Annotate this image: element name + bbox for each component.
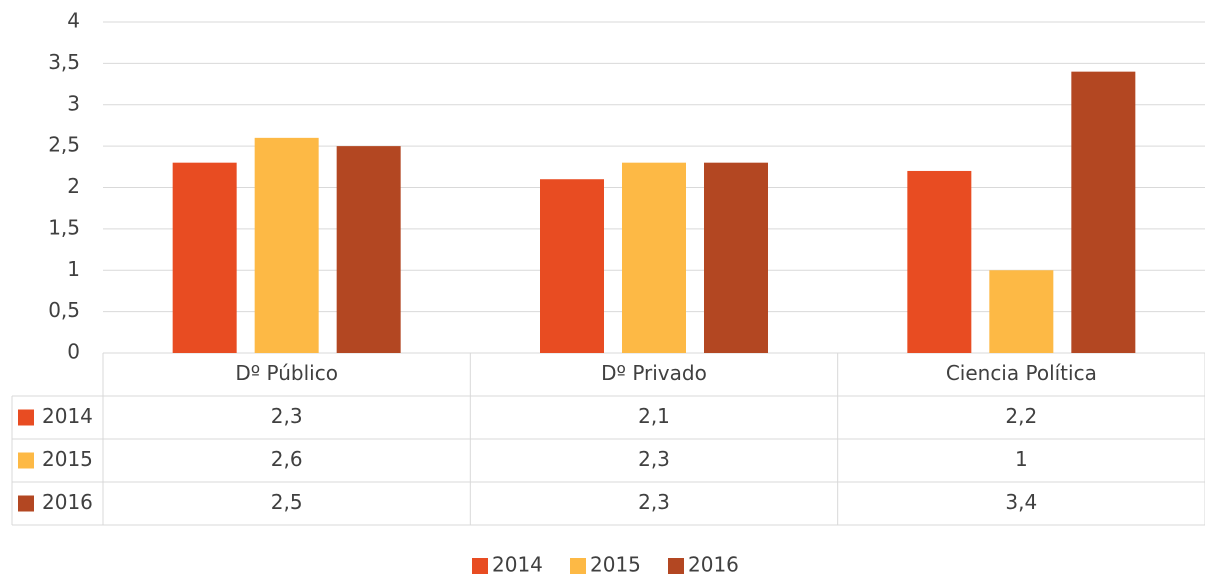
y-tick-label: 2,5 (48, 133, 80, 157)
table-value: 2,3 (638, 447, 670, 471)
legend-key (472, 558, 488, 574)
bar (336, 146, 401, 353)
x-tick-label: Dº Público (235, 361, 338, 385)
legend-label: 2015 (590, 553, 641, 576)
table-series-name: 2014 (42, 404, 93, 428)
table-value: 2,3 (271, 404, 303, 428)
table-value: 2,1 (638, 404, 670, 428)
bar (704, 162, 768, 353)
bar (254, 137, 319, 353)
table-value: 1 (1015, 447, 1028, 471)
y-tick-label: 1,5 (48, 215, 80, 239)
bar (172, 162, 237, 353)
y-tick-label: 3,5 (48, 50, 80, 74)
bar (989, 270, 1054, 353)
legend-label: 2014 (492, 553, 543, 576)
x-tick-label: Ciencia Política (946, 361, 1097, 385)
y-tick-label: 3 (67, 91, 80, 115)
table-value: 2,3 (638, 490, 670, 514)
legend-key (18, 495, 34, 512)
legend-key (18, 409, 34, 426)
y-tick-label: 1 (67, 257, 80, 281)
bar (540, 179, 604, 353)
legend-key (668, 558, 684, 574)
legend-label: 2016 (688, 553, 739, 576)
table-value: 3,4 (1005, 490, 1037, 514)
bar (622, 162, 686, 353)
y-tick-label: 4 (67, 9, 80, 33)
bar (907, 170, 972, 353)
table-series-name: 2015 (42, 447, 93, 471)
y-tick-label: 0 (67, 340, 80, 364)
y-tick-label: 2 (67, 174, 80, 198)
bar (1071, 71, 1136, 354)
legend-key (18, 452, 34, 469)
y-tick-label: 0,5 (48, 298, 80, 322)
x-tick-label: Dº Privado (601, 361, 707, 385)
table-series-name: 2016 (42, 490, 93, 514)
table-value: 2,2 (1005, 404, 1037, 428)
table-value: 2,5 (271, 490, 303, 514)
legend-key (570, 558, 586, 574)
table-value: 2,6 (271, 447, 303, 471)
